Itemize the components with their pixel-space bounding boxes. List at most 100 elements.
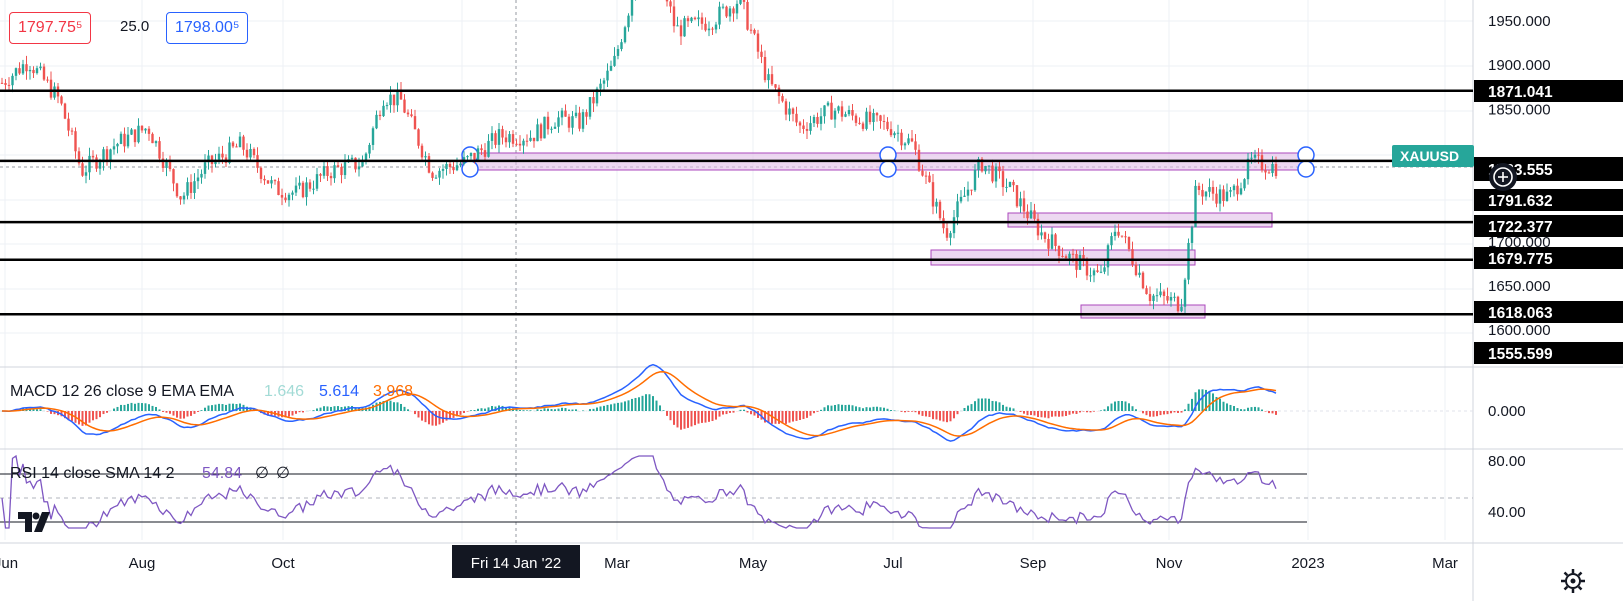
macd-histogram-bar (799, 411, 801, 420)
macd-histogram-bar (533, 410, 535, 412)
candle-body (560, 110, 564, 118)
candle-body (728, 8, 732, 17)
candle-body (130, 129, 133, 135)
time-axis-tick: Mar (1432, 555, 1458, 572)
candle-body (343, 162, 347, 176)
candle-body (1215, 193, 1218, 204)
macd-line (1, 363, 1277, 442)
macd-histogram-bar (81, 411, 84, 426)
candle-body (1225, 191, 1229, 201)
macd-histogram-bar (470, 410, 472, 411)
candle-body (1061, 255, 1064, 257)
macd-histogram-bar (92, 411, 94, 421)
candle-body (1169, 297, 1173, 301)
macd-histogram-bar (949, 411, 952, 422)
level-label-bg (1474, 215, 1623, 237)
candle-body (970, 189, 973, 191)
candle-body (179, 196, 182, 200)
candle-body (165, 161, 168, 168)
candle-body (903, 143, 907, 146)
candle-body (616, 49, 620, 56)
candle-body (252, 148, 256, 156)
macd-histogram-bar (823, 407, 826, 411)
macd-histogram-bar (316, 408, 318, 411)
macd-histogram-bar (176, 411, 178, 418)
macd-signal-line (1, 371, 1277, 437)
macd-histogram-bar (617, 402, 619, 411)
time-axis-tick: Jun (0, 555, 18, 572)
macd-histogram-bar (1072, 411, 1074, 414)
candle-body (529, 137, 532, 141)
candle-body (25, 64, 28, 72)
candle-body (812, 116, 816, 124)
macd-histogram-bar (302, 411, 304, 413)
settings-gear-icon[interactable] (1560, 568, 1586, 594)
candle-body (896, 132, 900, 134)
price-axis-tick: 1600.000 (1488, 322, 1551, 339)
candle-body (189, 182, 193, 193)
macd-histogram-bar (746, 411, 749, 413)
candle-body (546, 116, 550, 130)
candle-body (872, 113, 875, 123)
candle-body (357, 166, 361, 170)
macd-histogram-bar (1096, 411, 1099, 412)
candle-body (196, 177, 200, 182)
macd-histogram-bar (736, 411, 738, 412)
candle-body (431, 172, 434, 178)
macd-histogram-bar (249, 407, 252, 411)
ask-price-box[interactable]: 1798.00⁵ (166, 12, 249, 44)
candle-body (158, 141, 161, 159)
macd-histogram-bar (379, 401, 381, 411)
candle-body (1236, 185, 1239, 195)
candle-body (1106, 245, 1110, 268)
candle-body (1071, 253, 1075, 255)
candle-body (396, 90, 399, 106)
candle-body (739, 0, 742, 4)
candle-body (672, 6, 676, 27)
candle-body (994, 166, 998, 182)
macd-histogram-bar (1229, 404, 1232, 411)
macd-histogram-bar (141, 403, 143, 411)
candle-body (193, 181, 196, 193)
candle-body (60, 96, 63, 104)
candle-body (49, 79, 53, 98)
macd-histogram-bar (1107, 406, 1109, 411)
candle-body (35, 68, 39, 74)
candle-body (676, 25, 679, 27)
candle-body (910, 138, 914, 142)
macd-histogram-bar (204, 407, 206, 411)
macd-histogram-bar (123, 404, 126, 411)
macd-histogram-bar (669, 411, 672, 421)
level-label: 1791.632 (1488, 193, 1553, 210)
macd-histogram-bar (46, 411, 49, 412)
candle-body (354, 157, 357, 170)
time-axis-tick: Jul (883, 555, 902, 572)
macd-histogram-bar (165, 411, 168, 413)
macd-histogram-bar (960, 410, 962, 412)
candle-body (238, 136, 242, 148)
candle-body (476, 148, 480, 160)
candle-body (368, 144, 371, 154)
macd-histogram-bar (85, 411, 87, 426)
macd-histogram-bar (596, 407, 598, 411)
candle-body (574, 112, 578, 117)
add-plus-button[interactable] (1489, 163, 1517, 191)
candle-body (413, 116, 417, 130)
candle-body (966, 189, 970, 196)
macd-histogram-bar (585, 410, 588, 412)
candle-body (32, 69, 35, 74)
candle-body (287, 194, 291, 201)
macd-histogram-bar (372, 404, 374, 411)
macd-histogram-bar (652, 396, 654, 411)
macd-histogram-bar (627, 400, 630, 411)
macd-histogram-bar (1135, 409, 1137, 411)
macd-histogram-bar (557, 408, 560, 411)
candle-body (599, 83, 602, 89)
macd-histogram-bar (1240, 409, 1242, 411)
macd-histogram-bar (88, 411, 91, 423)
macd-histogram-bar (865, 407, 868, 411)
bid-price-box[interactable]: 1797.75⁵ (9, 12, 92, 44)
macd-histogram-bar (1065, 411, 1067, 416)
candle-body (452, 167, 455, 171)
